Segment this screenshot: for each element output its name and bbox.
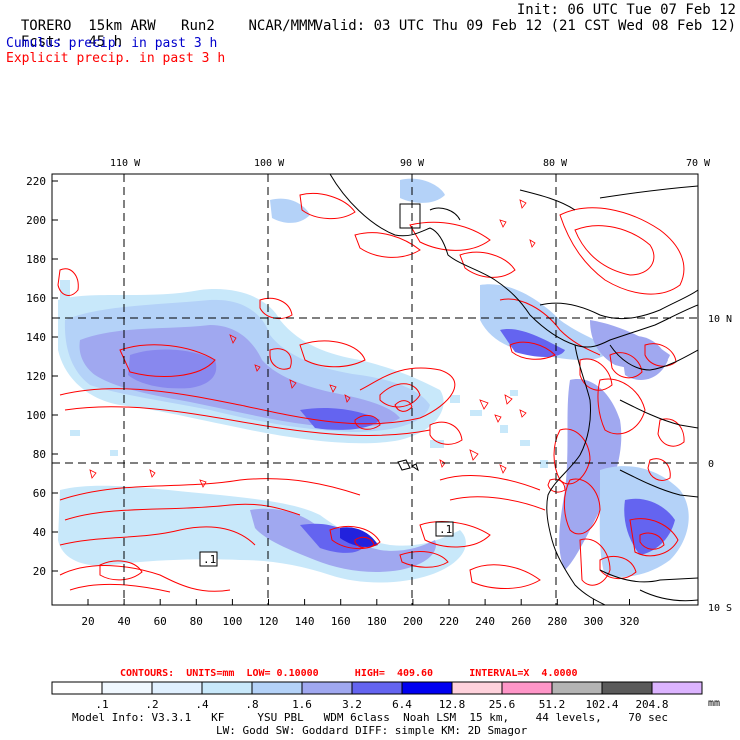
lon-label: 70 W (686, 158, 711, 169)
y-tick-label: 140 (26, 331, 46, 344)
legend-value: 25.6 (489, 698, 516, 711)
lat-label: 10 S (708, 603, 732, 614)
x-tick-label: 60 (154, 615, 167, 628)
x-tick-label: 140 (295, 615, 315, 628)
legend-value: 1.6 (292, 698, 312, 711)
x-tick-label: 100 (222, 615, 242, 628)
x-tick-label: 300 (583, 615, 603, 628)
y-tick-label: 180 (26, 253, 46, 266)
org-label: NCAR/MMM (248, 18, 316, 34)
cumulus-line: Cumulus precip. in past 3 h (6, 36, 218, 51)
legend-value: .8 (245, 698, 258, 711)
legend-swatch (151, 681, 203, 695)
lon-label: 100 W (254, 158, 285, 169)
run-label: Run2 (181, 18, 215, 34)
fcst-label: Fcst: (20, 34, 64, 50)
color-legend: .1.2.4.8 1.6 3.2 6.4 12.8 25.6 51.2 102.4 204.8 … (51, 681, 720, 711)
lat-label: 0 (708, 459, 714, 470)
legend-swatch (551, 681, 603, 695)
y-tick-label: 40 (33, 526, 46, 539)
map-frame (51, 173, 699, 606)
y-ticks: 20 40 60 80 100 120 140 160 180 200 220 (26, 175, 58, 578)
x-tick-label: 220 (439, 615, 459, 628)
legend-value: .4 (195, 698, 209, 711)
legend-value: 102.4 (585, 698, 618, 711)
model-name: TORERO (20, 18, 72, 34)
lon-label: 90 W (400, 158, 425, 169)
y-tick-label: 20 (33, 565, 46, 578)
lon-label: 80 W (543, 158, 568, 169)
y-tick-label: 120 (26, 370, 46, 383)
legend-swatch (601, 681, 653, 695)
x-tick-label: 120 (259, 615, 279, 628)
legend-swatch (301, 681, 353, 695)
legend-value: 12.8 (439, 698, 466, 711)
contour-labels: .1 .1 (199, 521, 454, 567)
x-tick-label: 20 (81, 615, 94, 628)
explicit-contours (57, 193, 685, 593)
legend-swatch (101, 681, 153, 695)
legend-value: 6.4 (392, 698, 412, 711)
y-tick-label: 100 (26, 409, 46, 422)
init-time: Init: 06 UTC Tue 07 Feb 12 (516, 2, 736, 18)
y-tick-label: 200 (26, 214, 46, 227)
legend-swatch (201, 681, 253, 695)
legend-swatch (251, 681, 303, 695)
x-tick-label: 40 (117, 615, 130, 628)
legend-value: .1 (95, 698, 108, 711)
explicit-line: Explicit precip. in past 3 h (6, 51, 226, 66)
legend-value: .2 (145, 698, 158, 711)
legend-swatch (451, 681, 503, 695)
x-tick-label: 80 (190, 615, 203, 628)
x-tick-label: 320 (620, 615, 640, 628)
legend-swatch (651, 681, 703, 695)
x-tick-label: 160 (331, 615, 351, 628)
legend-swatch (501, 681, 553, 695)
lat-label: 10 N (708, 314, 732, 325)
y-tick-label: 80 (33, 448, 46, 461)
lon-label: 110 W (110, 158, 141, 169)
y-tick-label: 160 (26, 292, 46, 305)
x-tick-label: 200 (403, 615, 423, 628)
model-info-line: Model Info: V3.3.1 KF YSU PBL WDM 6class… (72, 711, 669, 724)
valid-time: Valid: 03 UTC Thu 09 Feb 12 (21 CST Wed … (314, 18, 736, 34)
legend-value: 51.2 (539, 698, 566, 711)
legend-swatch (51, 681, 103, 695)
model-resolution: 15km ARW (88, 18, 156, 34)
legend-value: 3.2 (342, 698, 362, 711)
top-lon-labels: 110 W 100 W 90 W 80 W 70 W (110, 158, 711, 169)
legend-swatch (401, 681, 453, 695)
legend-swatch (351, 681, 403, 695)
fcst-hours: 45 h (88, 34, 123, 50)
x-tick-label: 280 (547, 615, 567, 628)
contours-info: CONTOURS: UNITS=mm LOW= 0.10000 HIGH= 40… (120, 668, 578, 679)
cumulus-shading (58, 178, 689, 583)
right-lat-labels: 10 N 0 10 S (708, 314, 732, 614)
contour-label: .1 (439, 523, 452, 536)
latlon-grid (52, 174, 698, 605)
legend-value: 204.8 (635, 698, 668, 711)
physics-info-line: LW: Godd SW: Goddard DIFF: simple KM: 2D… (216, 724, 528, 737)
y-tick-label: 220 (26, 175, 46, 188)
y-tick-label: 60 (33, 487, 46, 500)
legend-unit: mm (708, 698, 720, 709)
x-tick-label: 180 (367, 615, 387, 628)
x-tick-label: 260 (511, 615, 531, 628)
x-ticks: 20 40 60 80 100 120 140 160 180 200 220 240 260 280 30… (81, 599, 639, 628)
contour-label: .1 (203, 553, 216, 566)
x-tick-label: 240 (475, 615, 495, 628)
